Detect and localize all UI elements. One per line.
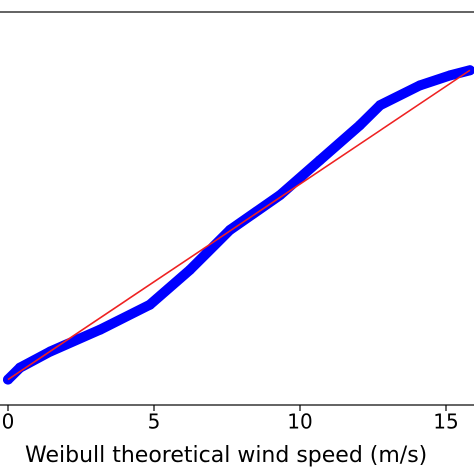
point: [415, 80, 426, 91]
point-band: [3, 65, 474, 385]
axes-frame: [0, 11, 474, 406]
point: [94, 324, 105, 335]
x-axis-label: Weibull theoretical wind speed (m/s): [25, 443, 427, 468]
point: [275, 190, 286, 201]
x-tick-label: 15: [433, 410, 458, 434]
x-tick-label: 0: [2, 410, 15, 434]
point: [445, 70, 456, 81]
point: [375, 100, 386, 111]
point: [184, 264, 195, 275]
point: [144, 299, 155, 310]
reference-line: [7, 69, 471, 381]
point: [314, 155, 325, 166]
x-tick-label: 5: [148, 410, 161, 434]
x-tick-label: 10: [287, 410, 312, 434]
point: [354, 120, 365, 131]
